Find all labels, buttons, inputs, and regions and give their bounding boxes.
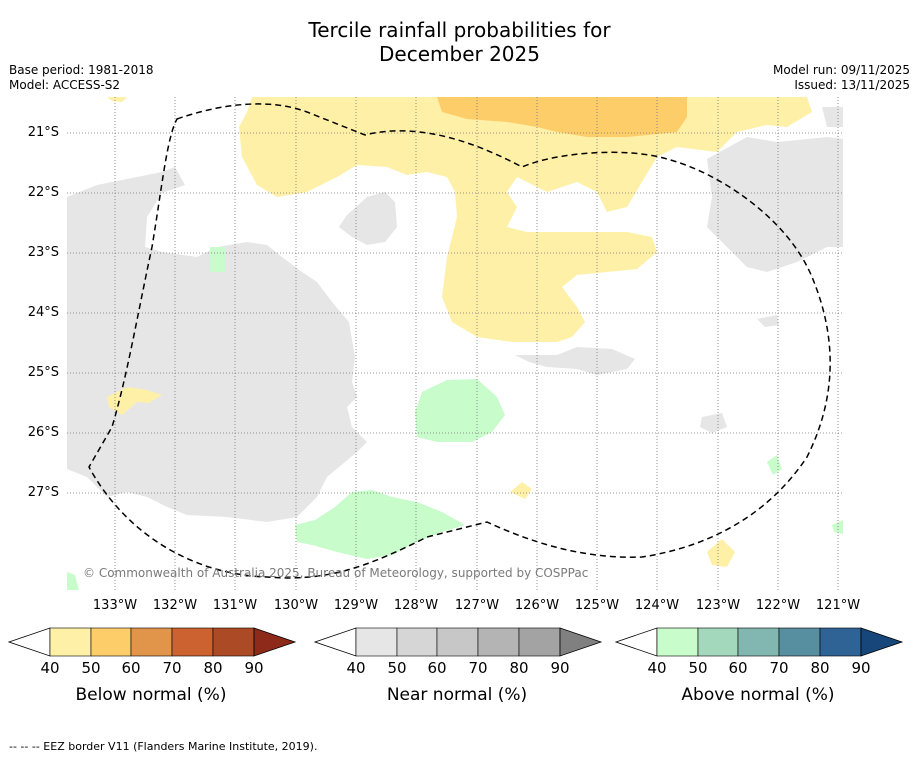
colorbar-below-normal: 40 50 60 70 80 90 Below normal (%) — [7, 625, 298, 705]
below-under-arrow — [7, 627, 51, 657]
lat-label-21: 21°S — [27, 125, 59, 140]
above-tick-40: 40 — [647, 659, 667, 677]
near-normal-label: Near normal (%) — [386, 685, 528, 705]
lon-label-123: 123°W — [695, 598, 741, 613]
colorbar-near-normal: 40 50 60 70 80 90 Near normal (%) — [313, 625, 604, 705]
model-name: Model: ACCESS-S2 — [9, 78, 121, 92]
above-tick-70: 70 — [769, 659, 789, 677]
below-over-arrow — [253, 627, 297, 657]
below-swatch-50 — [90, 627, 132, 657]
lon-label-131: 131°W — [212, 598, 258, 613]
below-swatch-70 — [171, 627, 214, 657]
below-tick-50: 50 — [81, 659, 101, 677]
colorbar-above-normal: 40 50 60 70 80 90 Above normal (%) — [614, 625, 905, 705]
lon-label-122: 122°W — [755, 598, 801, 613]
below-tick-90: 90 — [244, 659, 264, 677]
near-tick-70: 70 — [468, 659, 488, 677]
gridlines — [67, 97, 843, 590]
near-tick-90: 90 — [550, 659, 570, 677]
near-tick-80: 80 — [509, 659, 529, 677]
near-swatch-60 — [436, 627, 479, 657]
lon-label-130: 130°W — [273, 598, 319, 613]
base-period: Base period: 1981-2018 — [9, 63, 154, 77]
near-over-arrow — [559, 627, 603, 657]
below-tick-40: 40 — [40, 659, 60, 677]
lon-label-127: 127°W — [454, 598, 500, 613]
eez-border — [88, 103, 831, 579]
above-normal-regions — [67, 247, 843, 590]
near-swatch-70 — [477, 627, 520, 657]
lon-label-125: 125°W — [574, 598, 620, 613]
near-tick-40: 40 — [346, 659, 366, 677]
above-tick-60: 60 — [728, 659, 748, 677]
lat-label-26: 26°S — [27, 425, 59, 440]
above-tick-90: 90 — [851, 659, 871, 677]
lat-label-23: 23°S — [27, 245, 59, 260]
colorbar-below-graphic — [7, 627, 297, 657]
below-swatch-60 — [130, 627, 173, 657]
copyright-notice: © Commonwealth of Australia 2025, Bureau… — [83, 566, 589, 580]
map-canvas — [67, 97, 843, 590]
lon-label-128: 128°W — [393, 598, 439, 613]
issued-date: Issued: 13/11/2025 — [794, 78, 910, 92]
eez-footnote: -- -- -- EEZ border V11 (Flanders Marine… — [9, 740, 318, 753]
colorbar-near-graphic — [313, 627, 603, 657]
meta-left: Base period: 1981-2018 Model: ACCESS-S2 — [9, 63, 154, 93]
above-under-arrow — [614, 627, 658, 657]
below-swatch-80 — [212, 627, 255, 657]
below-normal-label: Below normal (%) — [75, 685, 227, 705]
lat-label-25: 25°S — [27, 365, 59, 380]
above-tick-50: 50 — [688, 659, 708, 677]
near-swatch-50 — [396, 627, 438, 657]
near-swatch-80 — [518, 627, 561, 657]
below-tick-60: 60 — [121, 659, 141, 677]
below-tick-70: 70 — [162, 659, 182, 677]
map-title: Tercile rainfall probabilities for Decem… — [0, 18, 919, 66]
model-run: Model run: 09/11/2025 — [772, 63, 910, 77]
lon-label-121: 121°W — [815, 598, 861, 613]
colorbar-above-graphic — [614, 627, 904, 657]
above-normal-label: Above normal (%) — [681, 685, 835, 705]
map-area[interactable] — [67, 97, 843, 590]
title-line-2: December 2025 — [379, 42, 540, 66]
below-normal-50-region — [437, 97, 687, 137]
above-swatch-60 — [737, 627, 780, 657]
above-tick-80: 80 — [810, 659, 830, 677]
lat-label-27: 27°S — [27, 485, 59, 500]
near-tick-60: 60 — [427, 659, 447, 677]
lon-label-124: 124°W — [634, 598, 680, 613]
below-swatch-40 — [49, 627, 92, 657]
near-swatch-40 — [355, 627, 398, 657]
lon-label-133: 133°W — [92, 598, 138, 613]
above-over-arrow — [860, 627, 904, 657]
near-tick-50: 50 — [387, 659, 407, 677]
lat-label-24: 24°S — [27, 305, 59, 320]
near-under-arrow — [313, 627, 357, 657]
meta-right: Model run: 09/11/2025 Issued: 13/11/2025 — [773, 63, 910, 93]
lon-label-132: 132°W — [152, 598, 198, 613]
above-swatch-80 — [819, 627, 862, 657]
below-tick-80: 80 — [203, 659, 223, 677]
lon-label-129: 129°W — [333, 598, 379, 613]
above-swatch-40 — [656, 627, 699, 657]
title-line-1: Tercile rainfall probabilities for — [308, 18, 611, 42]
lon-label-126: 126°W — [514, 598, 560, 613]
above-swatch-70 — [778, 627, 821, 657]
lat-label-22: 22°S — [27, 185, 59, 200]
above-swatch-50 — [697, 627, 739, 657]
